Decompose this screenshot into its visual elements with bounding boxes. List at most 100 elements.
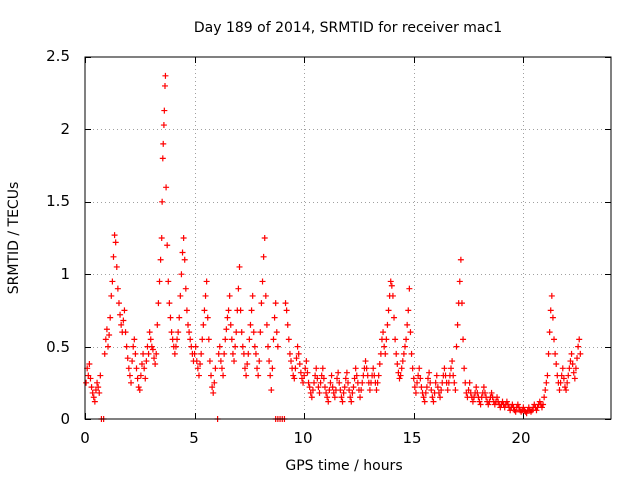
data-point <box>162 72 169 79</box>
data-point <box>574 355 581 362</box>
data-point <box>290 372 297 379</box>
data-point <box>520 404 527 411</box>
data-point <box>559 365 566 372</box>
data-point <box>480 384 487 391</box>
data-point <box>466 379 473 386</box>
data-point <box>246 336 253 343</box>
data-point <box>288 358 295 365</box>
data-point <box>449 358 456 365</box>
data-point <box>414 379 421 386</box>
data-point <box>461 365 468 372</box>
data-point <box>161 107 168 114</box>
data-point <box>128 379 135 386</box>
data-point <box>215 350 222 357</box>
data-point <box>91 398 98 405</box>
data-point <box>228 336 235 343</box>
data-point <box>266 358 273 365</box>
data-point <box>121 307 128 314</box>
data-point <box>401 343 408 350</box>
data-point <box>130 343 137 350</box>
data-point <box>388 282 395 289</box>
data-point <box>115 300 122 307</box>
data-point <box>205 336 212 343</box>
data-point <box>512 408 519 415</box>
data-point <box>108 292 115 299</box>
data-point <box>283 307 290 314</box>
data-point <box>137 372 144 379</box>
data-point <box>314 375 321 382</box>
data-point <box>366 387 373 394</box>
data-point <box>400 350 407 357</box>
data-point <box>222 336 229 343</box>
data-point <box>533 407 540 414</box>
data-point <box>452 387 459 394</box>
data-point <box>394 360 401 367</box>
data-point <box>136 387 143 394</box>
data-point <box>566 365 573 372</box>
data-point <box>202 292 209 299</box>
data-point <box>105 343 112 350</box>
data-point <box>380 329 387 336</box>
data-point <box>444 387 451 394</box>
data-point <box>204 314 211 321</box>
data-point <box>416 365 423 372</box>
data-point <box>488 389 495 396</box>
data-point <box>564 379 571 386</box>
data-point <box>273 329 280 336</box>
data-point <box>129 358 136 365</box>
data-point <box>385 307 392 314</box>
data-point <box>362 358 369 365</box>
data-point <box>95 384 102 391</box>
data-point <box>358 387 365 394</box>
data-point <box>148 343 155 350</box>
data-point <box>88 384 95 391</box>
data-point <box>245 350 252 357</box>
data-point <box>433 372 440 379</box>
data-point <box>208 372 215 379</box>
data-point <box>258 300 265 307</box>
data-point <box>231 358 238 365</box>
data-point <box>158 235 165 241</box>
data-point <box>152 360 159 367</box>
x-tick-label: 5 <box>189 429 199 447</box>
data-point <box>404 321 411 328</box>
data-point <box>270 336 277 343</box>
data-point <box>391 314 398 321</box>
data-point <box>341 384 348 391</box>
data-point <box>177 292 184 299</box>
data-point <box>476 398 483 405</box>
data-point <box>227 321 234 328</box>
data-point <box>248 307 255 314</box>
data-point <box>179 249 186 256</box>
data-point <box>393 350 400 357</box>
data-point <box>220 372 227 379</box>
data-point <box>538 404 545 411</box>
x-axis-ticks: 0 5 10 15 20 <box>80 429 530 447</box>
data-point <box>241 365 248 372</box>
data-point <box>563 387 570 394</box>
data-point <box>296 360 303 367</box>
data-point <box>174 336 181 343</box>
data-point <box>238 329 245 336</box>
data-point <box>396 375 403 382</box>
data-point <box>206 358 213 365</box>
data-point <box>422 389 429 396</box>
data-point <box>412 389 419 396</box>
data-point <box>359 379 366 386</box>
x-axis-title: GPS time / hours <box>285 458 402 474</box>
data-point <box>423 384 430 391</box>
data-point <box>551 336 558 343</box>
data-point <box>284 321 291 328</box>
data-point <box>147 336 154 343</box>
data-point <box>417 375 424 382</box>
data-point <box>577 350 584 357</box>
data-point <box>323 389 330 396</box>
data-point <box>151 355 158 362</box>
data-point <box>469 398 476 405</box>
data-point <box>297 369 304 376</box>
data-point <box>345 379 351 386</box>
data-point <box>254 365 261 372</box>
x-tick-label: 10 <box>293 429 312 447</box>
data-point <box>326 387 333 394</box>
